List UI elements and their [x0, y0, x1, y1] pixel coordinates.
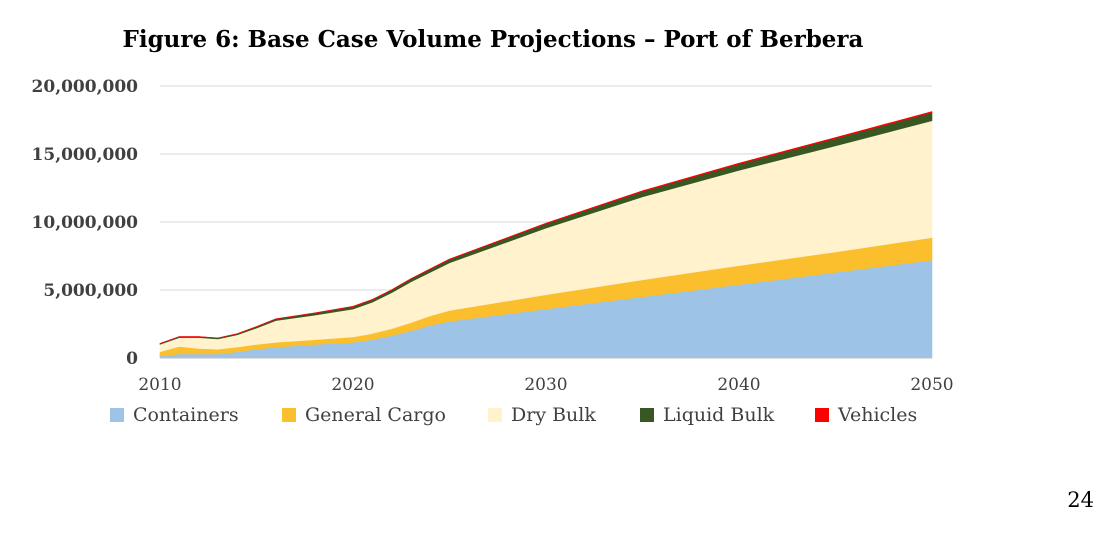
stacked-areas [159, 111, 933, 359]
area-vehicles [159, 111, 933, 344]
chart-title: Figure 6: Base Case Volume Projections –… [123, 26, 864, 53]
legend-label-vehicles: Vehicles [837, 404, 917, 426]
legend-swatch-dry-bulk [488, 408, 502, 422]
x-tick-label: 2050 [910, 375, 953, 395]
y-tick-label: 10,000,000 [32, 213, 139, 233]
legend-label-liquid-bulk: Liquid Bulk [663, 404, 775, 426]
legend-label-general-cargo: General Cargo [305, 404, 446, 426]
axes: 0 5,000,000 10,000,000 15,000,000 20,000,000… [32, 77, 954, 395]
x-tick-label: 2010 [138, 375, 181, 395]
y-tick-label: 15,000,000 [32, 145, 139, 165]
legend-swatch-containers [110, 408, 124, 422]
y-tick-label: 20,000,000 [32, 77, 139, 97]
legend-swatch-general-cargo [282, 408, 296, 422]
x-tick-label: 2040 [717, 375, 760, 395]
legend-label-dry-bulk: Dry Bulk [511, 404, 596, 426]
legend-swatch-vehicles [815, 408, 829, 422]
x-tick-label: 2020 [331, 375, 374, 395]
page-number: 24 [1067, 488, 1094, 512]
x-tick-label: 2030 [524, 375, 567, 395]
legend-label-containers: Containers [133, 404, 239, 426]
legend-swatch-liquid-bulk [640, 408, 654, 422]
y-tick-label: 0 [126, 349, 138, 369]
y-tick-label: 5,000,000 [43, 281, 138, 301]
legend: Containers General Cargo Dry Bulk Liquid Bu… [110, 404, 917, 426]
